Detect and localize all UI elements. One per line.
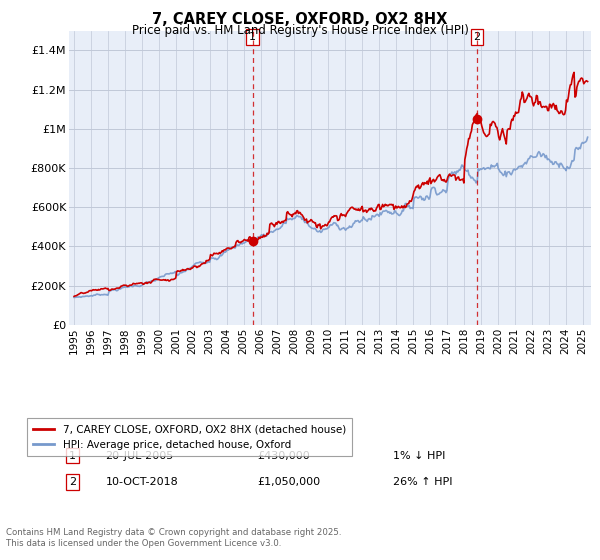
Legend: 7, CAREY CLOSE, OXFORD, OX2 8HX (detached house), HPI: Average price, detached h: 7, CAREY CLOSE, OXFORD, OX2 8HX (detache… bbox=[27, 418, 352, 456]
Text: 2: 2 bbox=[69, 477, 76, 487]
Text: 1: 1 bbox=[249, 32, 256, 42]
Text: Contains HM Land Registry data © Crown copyright and database right 2025.
This d: Contains HM Land Registry data © Crown c… bbox=[6, 528, 341, 548]
Text: 10-OCT-2018: 10-OCT-2018 bbox=[106, 477, 178, 487]
Text: 2: 2 bbox=[473, 32, 481, 42]
Text: 1% ↓ HPI: 1% ↓ HPI bbox=[392, 451, 445, 461]
Text: 7, CAREY CLOSE, OXFORD, OX2 8HX: 7, CAREY CLOSE, OXFORD, OX2 8HX bbox=[152, 12, 448, 27]
Text: Price paid vs. HM Land Registry's House Price Index (HPI): Price paid vs. HM Land Registry's House … bbox=[131, 24, 469, 36]
Text: £1,050,000: £1,050,000 bbox=[257, 477, 320, 487]
Text: 1: 1 bbox=[69, 451, 76, 461]
Text: £430,000: £430,000 bbox=[257, 451, 310, 461]
Text: 20-JUL-2005: 20-JUL-2005 bbox=[106, 451, 174, 461]
Text: 26% ↑ HPI: 26% ↑ HPI bbox=[392, 477, 452, 487]
